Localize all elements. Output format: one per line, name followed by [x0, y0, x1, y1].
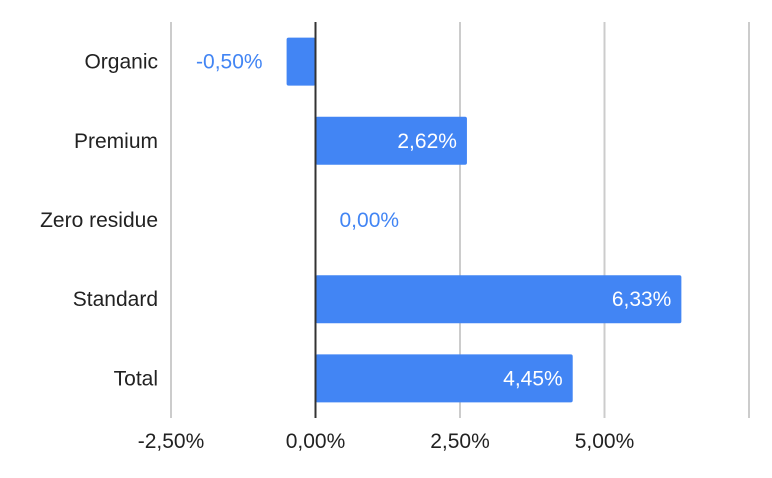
category-label-0: Organic: [84, 51, 158, 74]
category-label-3: Standard: [73, 288, 158, 311]
data-label-0: -0,50%: [196, 51, 263, 74]
data-label-3: 6,33%: [612, 288, 672, 311]
bar-3: [315, 275, 682, 324]
x-tick-label-1: 0,00%: [286, 430, 346, 453]
data-label-1: 2,62%: [397, 130, 457, 153]
data-label-2: 0,00%: [340, 209, 400, 232]
x-tick-label-0: -2,50%: [138, 430, 205, 453]
bar-1: [315, 116, 467, 165]
category-label-2: Zero residue: [40, 209, 158, 232]
x-tick-label-2: 2,50%: [430, 430, 490, 453]
bar-4: [315, 354, 573, 403]
category-label-1: Premium: [74, 130, 158, 153]
data-label-4: 4,45%: [503, 367, 563, 390]
category-label-4: Total: [114, 367, 158, 390]
bar-0: [286, 37, 316, 86]
x-tick-label-3: 5,00%: [575, 430, 635, 453]
